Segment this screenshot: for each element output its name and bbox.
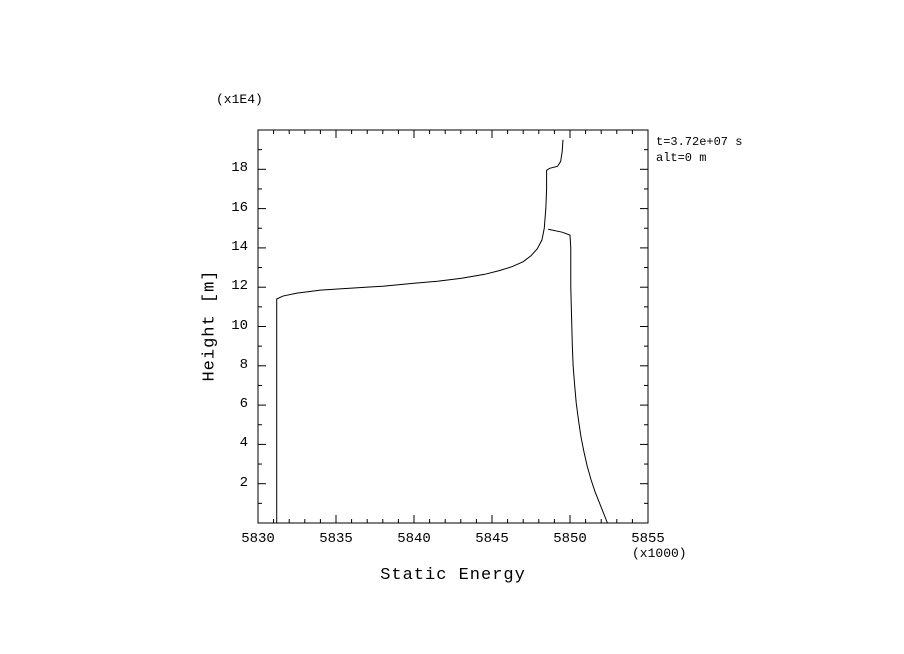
static-energy-profile-lower-branch bbox=[276, 139, 564, 523]
y-axis-scale-note: (x1E4) bbox=[216, 92, 263, 107]
x-tick-label: 5835 bbox=[319, 531, 353, 547]
y-tick-label: 18 bbox=[231, 160, 248, 177]
y-tick-label: 8 bbox=[239, 356, 248, 373]
x-tick-label: 5850 bbox=[553, 531, 587, 547]
y-tick-label: 10 bbox=[231, 317, 248, 334]
y-tick-label: 4 bbox=[239, 435, 248, 452]
y-tick-label: 14 bbox=[231, 238, 248, 255]
y-tick-label: 16 bbox=[231, 199, 248, 216]
x-axis-scale-note: (x1000) bbox=[632, 546, 687, 561]
x-axis-title: Static Energy bbox=[380, 566, 526, 585]
y-tick-label: 2 bbox=[239, 474, 248, 491]
x-tick-label: 5855 bbox=[631, 531, 665, 547]
x-tick-label: 5830 bbox=[241, 531, 275, 547]
y-tick-label: 6 bbox=[239, 396, 248, 413]
x-tick-label: 5845 bbox=[475, 531, 509, 547]
y-tick-label: 12 bbox=[231, 278, 248, 295]
annotation-time: t=3.72e+07 s bbox=[656, 135, 743, 149]
x-tick-label: 5840 bbox=[397, 531, 431, 547]
annotation-altitude: alt=0 m bbox=[656, 151, 707, 165]
y-axis-title: Height [m] bbox=[200, 269, 220, 382]
static-energy-profile-right-branch bbox=[548, 228, 608, 524]
